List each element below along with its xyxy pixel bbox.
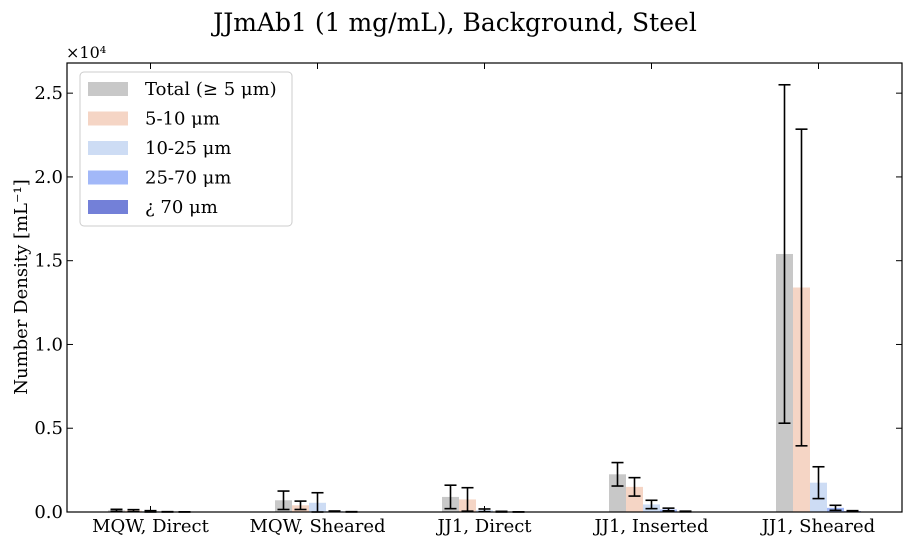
x-tick-label: JJ1, Inserted bbox=[593, 516, 709, 537]
y-tick-label: 1.5 bbox=[34, 251, 63, 272]
y-tick-label: 1.0 bbox=[34, 334, 63, 355]
legend-swatch bbox=[88, 82, 128, 96]
x-tick-labels: MQW, Direct MQW, Sheared JJ1, Direct JJ1, I… bbox=[92, 516, 875, 537]
chart-title: JJmAb1 (1 mg/mL), Background, Steel bbox=[210, 8, 697, 37]
x-tick-label: JJ1, Direct bbox=[435, 516, 532, 537]
bars-group bbox=[108, 254, 861, 512]
x-tick-label: JJ1, Sheared bbox=[760, 516, 875, 537]
y-tick-label: 2.5 bbox=[34, 83, 63, 104]
y-tick-label: 0.5 bbox=[34, 418, 63, 439]
legend-swatch bbox=[88, 112, 128, 126]
x-tick-label: MQW, Sheared bbox=[249, 516, 385, 537]
legend-label: ¿ 70 μm bbox=[145, 197, 218, 218]
x-tick-label: MQW, Direct bbox=[92, 516, 210, 537]
y-axis-label: Number Density [mL⁻¹] bbox=[11, 179, 32, 395]
legend-label: Total (≥ 5 μm) bbox=[145, 79, 277, 100]
y-tick-label: 0.0 bbox=[34, 502, 63, 523]
y-axis-scale-label: ×10⁴ bbox=[66, 43, 106, 62]
legend-swatch bbox=[88, 200, 128, 214]
legend-swatch bbox=[88, 141, 128, 155]
legend-label: 25-70 μm bbox=[145, 168, 231, 189]
legend-label: 5-10 μm bbox=[145, 109, 220, 130]
legend-swatch bbox=[88, 171, 128, 185]
legend-label: 10-25 μm bbox=[145, 138, 231, 159]
legend: Total (≥ 5 μm) 5-10 μm 10-25 μm 25-70 μm ¿ 7… bbox=[80, 72, 292, 226]
y-tick-label: 2.0 bbox=[34, 167, 63, 188]
y-tick-labels: 0.0 0.5 1.0 1.5 2.0 2.5 bbox=[34, 83, 63, 523]
